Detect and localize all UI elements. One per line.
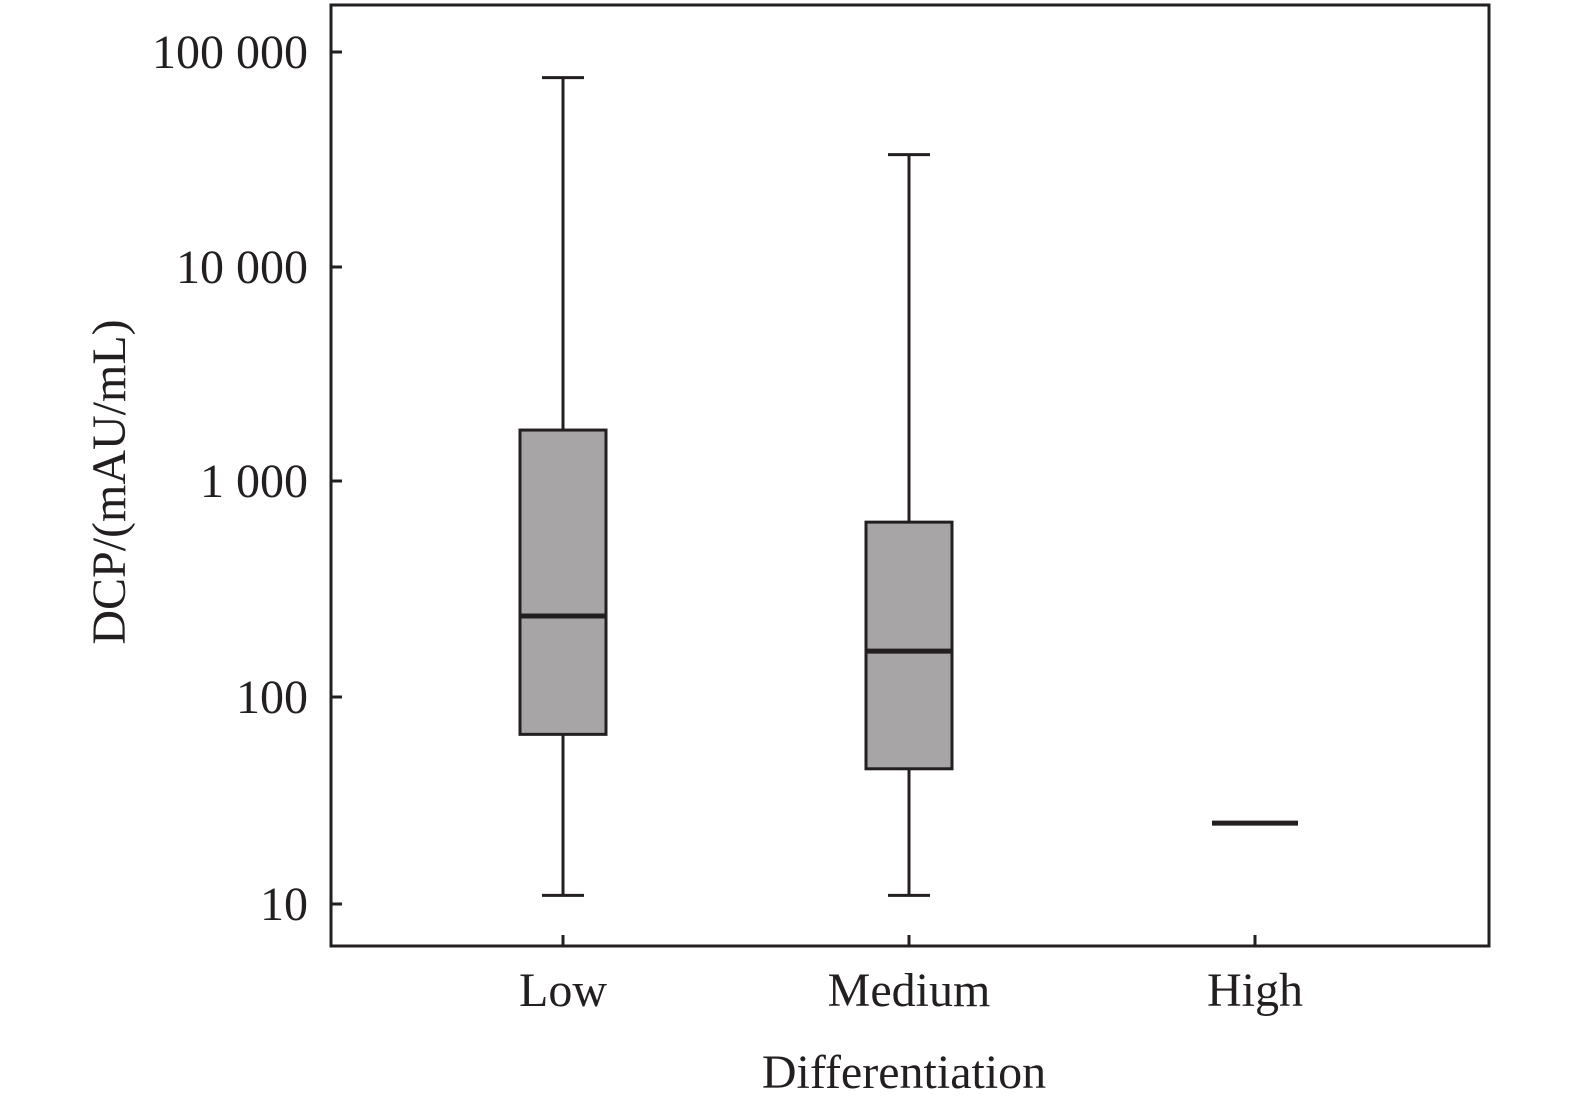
y-axis-label: DCP/(mAU/mL): [83, 319, 136, 644]
x-tick-label: Low: [519, 964, 607, 1017]
iqr-box: [518, 428, 608, 736]
y-tick-label: 1 000: [200, 455, 308, 508]
x-tick-label: High: [1207, 964, 1303, 1017]
y-tick-label: 10 000: [176, 241, 308, 294]
box-medium: [864, 153, 954, 897]
y-tick-label: 10: [260, 878, 308, 931]
y-tick-label: 100: [236, 671, 308, 724]
iqr-box: [864, 520, 954, 771]
x-tick-label: Medium: [828, 964, 991, 1017]
y-tick-label: 100 000: [152, 26, 308, 79]
box-low: [518, 76, 608, 897]
x-axis-label: Differentiation: [762, 1046, 1046, 1099]
